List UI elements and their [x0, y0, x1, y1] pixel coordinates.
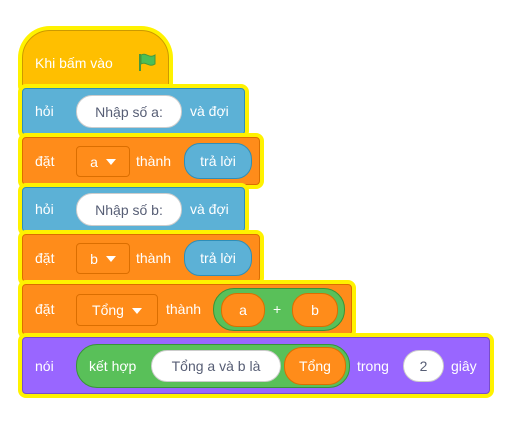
number-input[interactable]: 2 [403, 350, 444, 382]
ask-block[interactable]: hỏi Nhập số b: và đợi [22, 187, 245, 232]
label: và đợi [190, 103, 229, 119]
flag-icon [139, 53, 156, 71]
set-block[interactable]: đặt Tổng thành a + b [22, 284, 352, 335]
variable-reporter[interactable]: a [221, 293, 265, 327]
label: thành [136, 250, 172, 266]
text-input[interactable]: Nhập số a: [76, 95, 182, 128]
label: Khi bấm vào [35, 55, 113, 71]
variable-dropdown[interactable]: Tổng [76, 294, 158, 326]
label: đặt [35, 301, 55, 317]
reporter[interactable]: trả lời [184, 143, 252, 179]
hat-block[interactable]: Khi bấm vào [22, 30, 169, 90]
label: đặt [35, 250, 55, 266]
set-block[interactable]: đặt b thành trả lời [22, 234, 260, 282]
label: đặt [35, 153, 55, 169]
variable: a [90, 153, 98, 170]
variable-dropdown[interactable]: b [76, 243, 130, 274]
label: nói [35, 358, 54, 374]
text-input[interactable]: Nhập số b: [76, 193, 182, 226]
label: thành [136, 153, 172, 169]
ask-block[interactable]: hỏi Nhập số a: và đợi [22, 88, 245, 135]
label: kết hợp [89, 358, 137, 374]
variable: b [90, 250, 98, 267]
label: giây [451, 358, 477, 374]
variable-dropdown[interactable]: a [76, 146, 130, 177]
set-block[interactable]: đặt a thành trả lời [22, 137, 260, 185]
label: và đợi [190, 201, 229, 217]
reporter[interactable]: trả lời [184, 240, 252, 276]
label: thành [166, 301, 202, 317]
label: trong [357, 358, 389, 374]
label: hỏi [35, 201, 54, 217]
operator-symbol: + [273, 301, 282, 317]
say-block[interactable]: nói kết hợp Tổng a và b là Tổng trong 2 … [22, 337, 490, 394]
variable-reporter[interactable]: Tổng [284, 347, 346, 385]
variable: Tổng [92, 302, 124, 318]
text-input[interactable]: Tổng a và b là [151, 350, 281, 382]
variable-reporter[interactable]: b [292, 293, 338, 327]
label: hỏi [35, 103, 54, 119]
